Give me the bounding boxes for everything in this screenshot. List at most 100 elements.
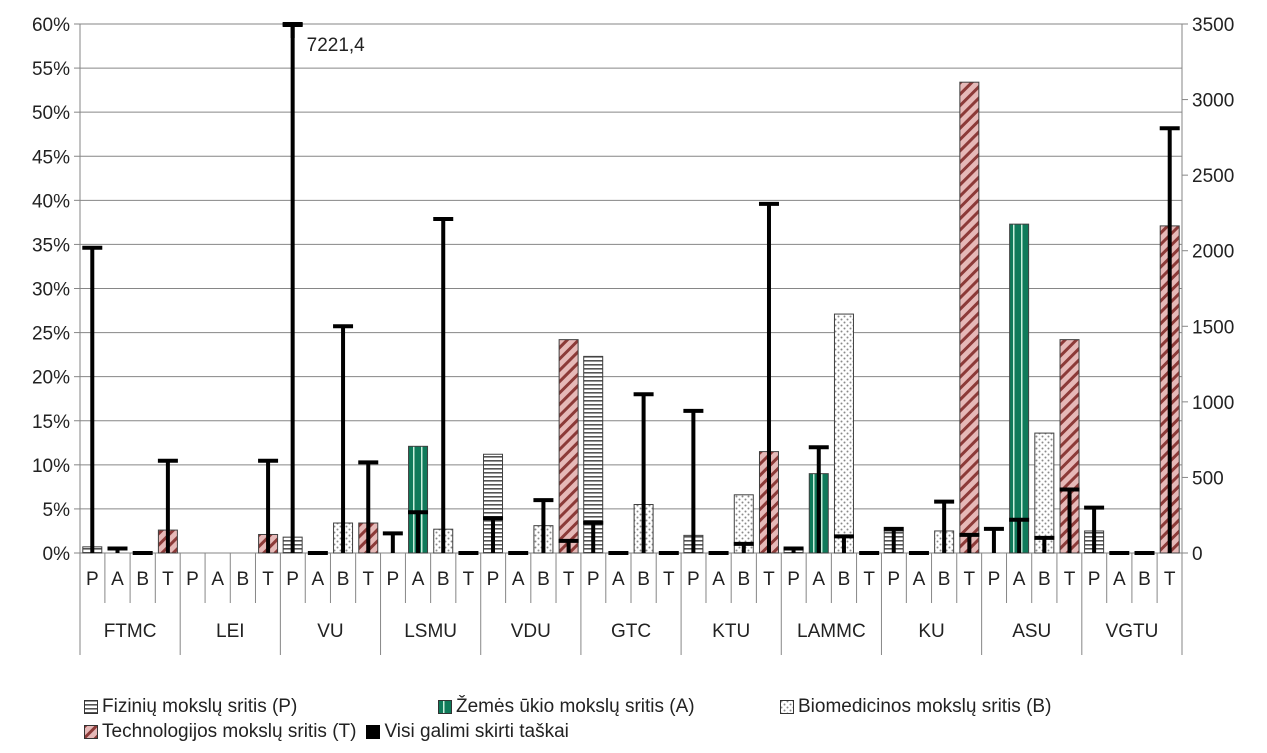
bar-t [558,339,579,554]
legend-swatch-p [84,699,98,714]
institution-label: LAMMC [797,621,866,642]
bars [82,81,1180,554]
category-tick-label: B [136,569,149,590]
category-tick-label: B [337,569,350,590]
category-tick-label: B [437,569,450,590]
right-tick-label: 0 [1192,544,1203,565]
category-tick-label: B [637,569,650,590]
category-tick-label: T [463,569,475,590]
right-tick-label: 2000 [1192,242,1234,263]
category-tick-label: B [1038,569,1051,590]
left-tick-label: 15% [32,412,70,433]
institution-label: KU [918,621,944,642]
left-tick-label: 55% [32,59,70,80]
legend-label-t: Technologijos mokslų sritis (T) [102,721,357,742]
category-tick-label: A [1113,569,1126,590]
institution-label: ASU [1012,621,1051,642]
institution-label: FTMC [104,621,157,642]
category-tick-label: P [286,569,299,590]
category-tick-label: P [386,569,399,590]
legend-label-b: Biomedicinos mokslų sritis (B) [798,696,1052,717]
category-tick-label: T [162,569,174,590]
right-tick-label: 3000 [1192,91,1234,112]
category-tick-label: A [913,569,926,590]
category-tick-label: P [687,569,700,590]
category-tick-label: A [812,569,825,590]
legend-swatch-points [366,724,381,739]
category-tick-label: T [863,569,875,590]
category-tick-label: A [412,569,425,590]
institution-label: LEI [216,621,245,642]
bar-t [959,81,980,554]
category-tick-label: P [1088,569,1101,590]
category-tick-label: A [211,569,224,590]
institution-label: VGTU [1106,621,1159,642]
institution-label: KTU [712,621,750,642]
error-bars [82,22,1180,555]
institution-label: VU [317,621,343,642]
legend-item-points: Visi galimi skirti taškai [366,719,569,744]
left-tick-label: 20% [32,368,70,389]
bar-b [1034,432,1055,554]
institution-label: LSMU [404,621,457,642]
category-tick-label: T [964,569,976,590]
category-tick-label: T [362,569,374,590]
left-tick-label: 35% [32,235,70,256]
left-tick-label: 5% [43,500,71,521]
category-tick-label: B [1138,569,1151,590]
category-tick-label: P [487,569,500,590]
category-tick-label: B [838,569,851,590]
left-tick-label: 0% [43,544,71,565]
category-tick-label: P [988,569,1001,590]
legend: Fizinių mokslų sritis (P) Žemės ūkio mok… [84,694,1264,744]
category-tick-label: P [587,569,600,590]
left-tick-label: 60% [32,15,70,36]
legend-swatch-b [780,699,794,714]
category-tick-label: A [1013,569,1026,590]
category-tick-label: T [763,569,775,590]
category-tick-label: T [262,569,274,590]
category-tick-label: P [787,569,800,590]
category-tick-label: P [186,569,199,590]
annotation-label: 7221,4 [307,35,366,56]
institution-label: GTC [611,621,651,642]
category-tick-label: B [737,569,750,590]
category-tick-label: A [712,569,725,590]
legend-label-a: Žemės ūkio mokslų sritis (A) [456,696,695,717]
legend-label-points: Visi galimi skirti taškai [384,721,569,742]
category-tick-label: T [563,569,575,590]
category-tick-label: A [512,569,525,590]
legend-item-p: Fizinių mokslų sritis (P) [84,694,438,719]
legend-swatch-t [84,724,98,739]
category-tick-label: A [111,569,124,590]
category-tick-label: T [663,569,675,590]
category-tick-label: A [312,569,325,590]
category-tick-label: A [612,569,625,590]
bar-a [1009,223,1030,554]
category-tick-label: P [86,569,99,590]
legend-item-t: Technologijos mokslų sritis (T) [84,719,356,744]
axes [74,23,1188,655]
left-tick-label: 25% [32,324,70,345]
right-tick-label: 500 [1192,468,1224,489]
axis-labels: 0% 5% 10% 15% 20% 25% 30% 35% 40% 45% 50% 55% 60% 0 50… [32,15,1234,642]
legend-item-b: Biomedicinos mokslų sritis (B) [780,694,1051,719]
right-tick-label: 3500 [1192,15,1234,36]
right-tick-label: 1000 [1192,393,1234,414]
left-tick-label: 10% [32,456,70,477]
legend-row-1: Fizinių mokslų sritis (P) Žemės ūkio mok… [84,694,1264,719]
legend-swatch-a [438,699,452,714]
category-tick-label: B [938,569,951,590]
institution-label: VDU [511,621,551,642]
chart: 0% 5% 10% 15% 20% 25% 30% 35% 40% 45% 50% 55% 60% 0 50… [32,15,1234,655]
legend-label-p: Fizinių mokslų sritis (P) [102,696,298,717]
gridlines [80,23,1182,510]
left-tick-label: 50% [32,103,70,124]
category-tick-label: B [537,569,550,590]
left-tick-label: 40% [32,191,70,212]
right-tick-label: 1500 [1192,317,1234,338]
category-tick-label: P [887,569,900,590]
left-tick-label: 30% [32,280,70,301]
legend-item-a: Žemės ūkio mokslų sritis (A) [438,694,780,719]
legend-row-2: Technologijos mokslų sritis (T) Visi gal… [84,719,1264,744]
